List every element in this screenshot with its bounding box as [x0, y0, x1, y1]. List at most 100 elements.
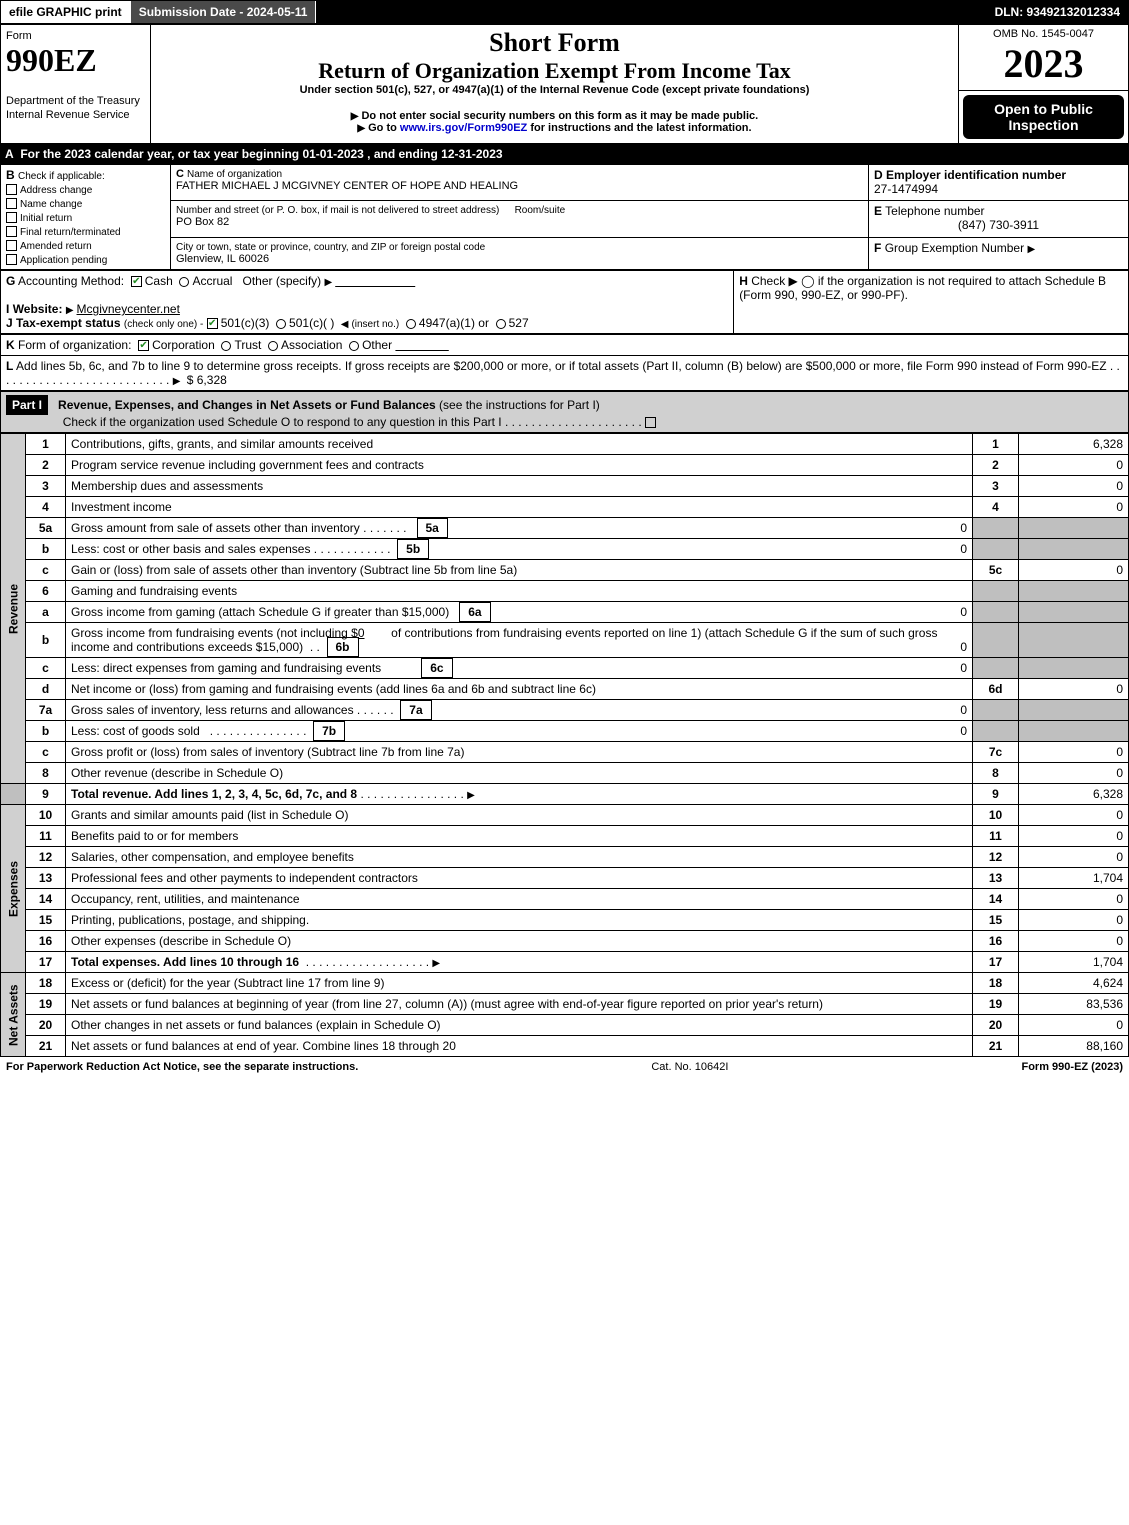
initial-return-checkbox[interactable]: [6, 212, 17, 223]
ein-value: 27-1474994: [874, 182, 938, 196]
arrow-icon: [432, 955, 443, 969]
check-only-one: (check only one) -: [124, 319, 203, 330]
arrow-icon: [1027, 241, 1038, 255]
address-change-label: Address change: [20, 185, 92, 196]
footer-mid: Cat. No. 10642I: [651, 1061, 728, 1073]
part1-check-text: Check if the organization used Schedule …: [63, 415, 502, 429]
page-footer: For Paperwork Reduction Act Notice, see …: [0, 1057, 1129, 1077]
association-radio[interactable]: [268, 341, 278, 351]
line-6c-text: Less: direct expenses from gaming and fu…: [71, 661, 381, 675]
city-label: City or town, state or province, country…: [176, 242, 485, 253]
line-20-text: Other changes in net assets or fund bala…: [66, 1015, 973, 1036]
part1-badge: Part I: [6, 395, 48, 415]
line-5c-text: Gain or (loss) from sale of assets other…: [66, 560, 973, 581]
org-name-label: Name of organization: [187, 169, 282, 180]
line-6d-text: Net income or (loss) from gaming and fun…: [66, 679, 973, 700]
name-change-label: Name change: [20, 199, 82, 210]
line-5b-text: Less: cost or other basis and sales expe…: [71, 542, 310, 556]
accrual-radio[interactable]: [179, 277, 189, 287]
goto-post: for instructions and the latest informat…: [527, 122, 751, 134]
name-change-checkbox[interactable]: [6, 198, 17, 209]
501c-radio[interactable]: [276, 319, 286, 329]
dept-label: Department of the Treasury Internal Reve…: [6, 95, 140, 121]
4947-radio[interactable]: [406, 319, 416, 329]
amended-return-checkbox[interactable]: [6, 240, 17, 251]
line-10-value: 0: [1019, 805, 1129, 826]
association-label: Association: [281, 338, 342, 352]
cash-checkbox[interactable]: [131, 276, 142, 287]
insert-no-label: (insert no.): [351, 319, 399, 330]
phone-value: (847) 730-3911: [874, 218, 1123, 232]
arrow-icon: [357, 122, 368, 134]
application-pending-label: Application pending: [20, 255, 107, 266]
id-block: B Check if applicable: Address change Na…: [0, 164, 1129, 270]
other-org-label: Other: [362, 338, 392, 352]
final-return-label: Final return/terminated: [20, 227, 121, 238]
website-value[interactable]: Mcgivneycenter.net: [77, 302, 180, 316]
501c-label: 501(c)( ): [289, 316, 334, 330]
phone-label: Telephone number: [885, 204, 984, 218]
527-radio[interactable]: [496, 319, 506, 329]
line-3-value: 0: [1019, 476, 1129, 497]
line-7c-value: 0: [1019, 742, 1129, 763]
l-text: Add lines 5b, 6c, and 7b to line 9 to de…: [16, 359, 1107, 373]
line-1-text: Contributions, gifts, grants, and simila…: [66, 434, 973, 455]
501c3-checkbox[interactable]: [207, 318, 218, 329]
line-11-text: Benefits paid to or for members: [66, 826, 973, 847]
amended-return-label: Amended return: [20, 241, 92, 252]
line-5b-subvalue: 0: [960, 542, 967, 556]
arrow-left-icon: [338, 316, 352, 330]
irs-link[interactable]: www.irs.gov/Form990EZ: [400, 122, 527, 134]
part1-header: Part I Revenue, Expenses, and Changes in…: [0, 391, 1129, 433]
part1-see: (see the instructions for Part I): [439, 398, 600, 412]
line-9-text: Total revenue. Add lines 1, 2, 3, 4, 5c,…: [71, 787, 357, 801]
corporation-label: Corporation: [152, 338, 215, 352]
final-return-checkbox[interactable]: [6, 226, 17, 237]
omb-number: OMB No. 1545-0047: [964, 28, 1123, 40]
other-org-radio[interactable]: [349, 341, 359, 351]
part1-schedule-o-checkbox[interactable]: [645, 417, 656, 428]
arrow-icon: [66, 302, 77, 316]
form-of-org-label: Form of organization:: [18, 338, 131, 352]
line-15-text: Printing, publications, postage, and shi…: [66, 910, 973, 931]
corporation-checkbox[interactable]: [138, 340, 149, 351]
submission-date: Submission Date - 2024-05-11: [131, 1, 317, 23]
line-3-text: Membership dues and assessments: [66, 476, 973, 497]
org-name: FATHER MICHAEL J MCGIVNEY CENTER OF HOPE…: [176, 180, 518, 192]
lines-table: Revenue 1Contributions, gifts, grants, a…: [0, 433, 1129, 1057]
application-pending-checkbox[interactable]: [6, 254, 17, 265]
accrual-label: Accrual: [192, 274, 232, 288]
line-4-text: Investment income: [66, 497, 973, 518]
line-10-text: Grants and similar amounts paid (list in…: [66, 805, 973, 826]
line-17-value: 1,704: [1019, 952, 1129, 973]
net-assets-tab: Net Assets: [1, 973, 26, 1057]
line-7b-subvalue: 0: [960, 724, 967, 738]
line-6d-value: 0: [1019, 679, 1129, 700]
initial-return-label: Initial return: [20, 213, 72, 224]
part1-title: Revenue, Expenses, and Changes in Net As…: [58, 398, 436, 412]
527-label: 527: [509, 316, 529, 330]
b-label: Check if applicable:: [18, 171, 105, 182]
goto-pre: Go to: [368, 122, 400, 134]
line-6a-text: Gross income from gaming (attach Schedul…: [71, 605, 449, 619]
line-13-value: 1,704: [1019, 868, 1129, 889]
line-19-value: 83,536: [1019, 994, 1129, 1015]
arrow-icon: [351, 110, 362, 122]
line-15-value: 0: [1019, 910, 1129, 931]
group-exemption-label: Group Exemption Number: [885, 241, 1024, 255]
room-label: Room/suite: [515, 205, 566, 216]
501c3-label: 501(c)(3): [221, 316, 270, 330]
l-value: $ 6,328: [187, 373, 227, 387]
address-change-checkbox[interactable]: [6, 184, 17, 195]
line-7a-text: Gross sales of inventory, less returns a…: [71, 703, 354, 717]
line-7c-text: Gross profit or (loss) from sales of inv…: [66, 742, 973, 763]
tax-exempt-label: Tax-exempt status: [16, 316, 120, 330]
line-6a-subvalue: 0: [960, 605, 967, 619]
line-5a-text: Gross amount from sale of assets other t…: [71, 521, 360, 535]
footer-left: For Paperwork Reduction Act Notice, see …: [6, 1061, 358, 1073]
expenses-tab: Expenses: [1, 805, 26, 973]
4947-label: 4947(a)(1) or: [419, 316, 489, 330]
k-block: K Form of organization: Corporation Trus…: [0, 334, 1129, 391]
open-public-badge: Open to Public Inspection: [963, 95, 1124, 139]
trust-radio[interactable]: [221, 341, 231, 351]
